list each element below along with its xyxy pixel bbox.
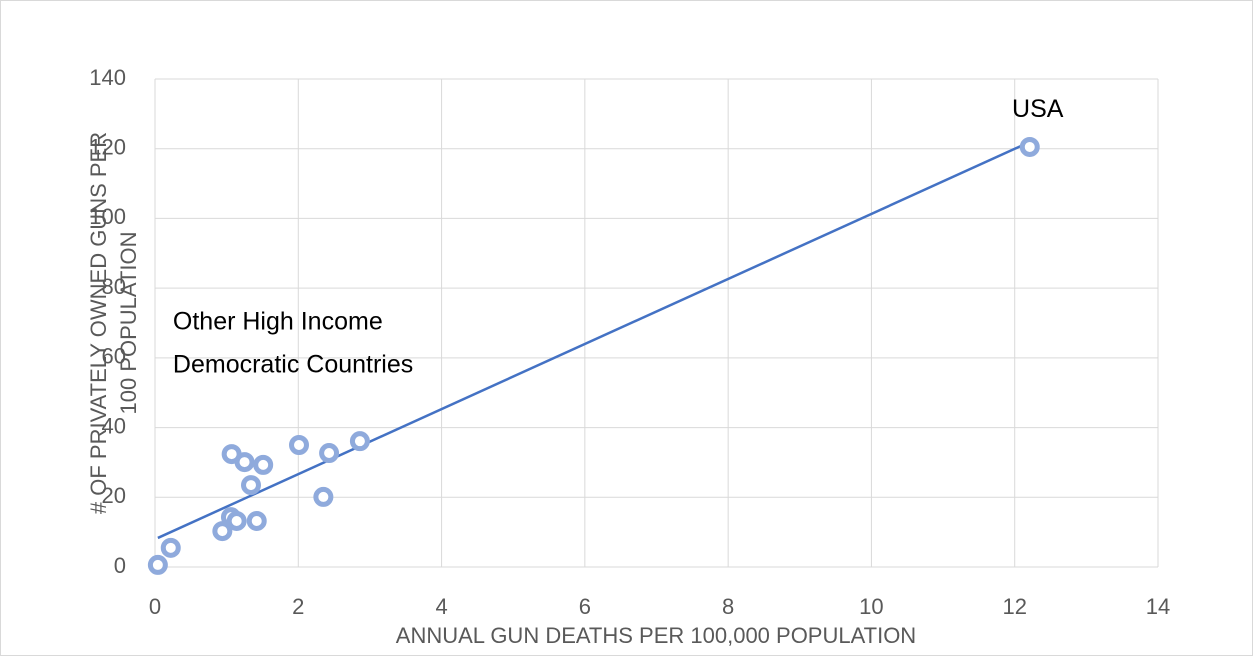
point [212, 521, 233, 542]
y-tick-label: 0 [114, 553, 126, 578]
y-axis-label: 100 POPULATION [116, 232, 141, 415]
x-tick-label: 4 [435, 594, 447, 619]
point [313, 486, 334, 507]
point [246, 510, 267, 531]
point [147, 554, 168, 575]
x-tick-label: 14 [1146, 594, 1170, 619]
y-tick-label: 140 [89, 65, 126, 90]
point [226, 510, 247, 531]
y-tick-label: 40 [102, 413, 126, 438]
y-tick-label: 20 [102, 483, 126, 508]
x-tick-label: 8 [722, 594, 734, 619]
point [319, 443, 340, 464]
point [1019, 136, 1040, 157]
point [241, 475, 262, 496]
y-tick-label: 100 [89, 204, 126, 229]
y-axis-label: # OF PRIVATELY OWNED GUNS PER [86, 132, 111, 514]
x-axis-label: ANNUAL GUN DEATHS PER 100,000 POPULATION [396, 623, 916, 648]
point [253, 454, 274, 475]
x-tick-label: 12 [1002, 594, 1026, 619]
annotation: Democratic Countries [173, 351, 413, 379]
annotation: USA [1012, 95, 1064, 123]
x-tick-label: 6 [579, 594, 591, 619]
x-tick-label: 0 [149, 594, 161, 619]
y-tick-label: 60 [102, 344, 126, 369]
x-tick-label: 10 [859, 594, 883, 619]
trendline [157, 140, 1031, 540]
y-tick-label: 120 [89, 135, 126, 160]
point [160, 537, 181, 558]
y-tick-label: 80 [102, 274, 126, 299]
point [289, 435, 310, 455]
annotation: Other High Income [173, 308, 383, 336]
point [234, 452, 255, 473]
x-tick-label: 2 [292, 594, 304, 619]
point [349, 431, 370, 452]
